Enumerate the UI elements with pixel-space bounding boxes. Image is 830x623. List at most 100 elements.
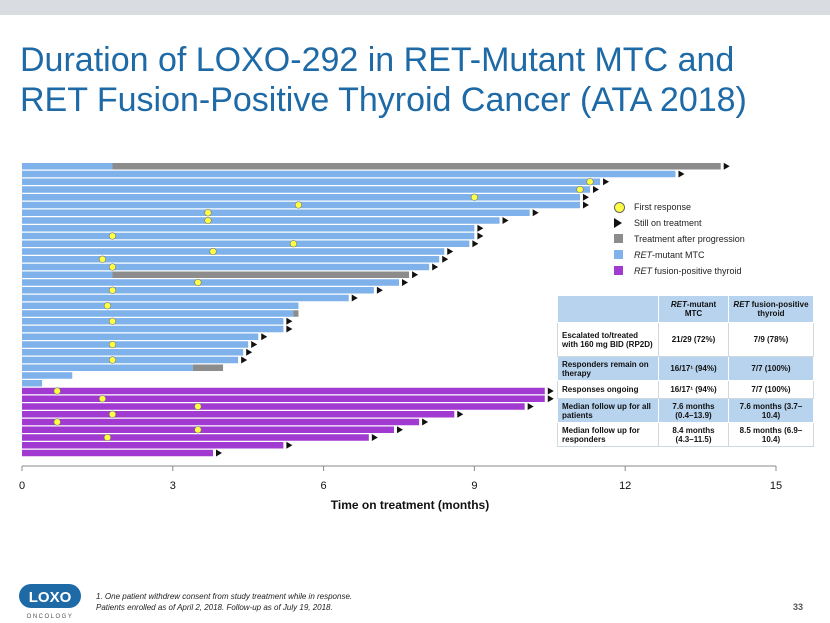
legend-still-on-treatment: Still on treatment — [612, 215, 782, 231]
x-tick-label: 9 — [471, 480, 477, 492]
patient-bar — [22, 310, 294, 317]
cell-fusion: 8.5 months (6.9–10.4) — [727, 422, 815, 447]
company-logo: LOXO ONCOLOGY — [19, 584, 81, 620]
patient-bar — [22, 170, 676, 178]
patient-bar — [22, 341, 249, 348]
still-on-treatment-marker — [396, 426, 403, 434]
progression-segment — [293, 310, 299, 317]
triangle-icon — [614, 218, 622, 228]
table-header-fusion: RET fusion-positive thyroid — [727, 295, 815, 323]
still-on-treatment-marker — [447, 248, 454, 255]
still-on-treatment-marker — [442, 255, 449, 263]
still-on-treatment-marker — [582, 193, 589, 201]
row-label: Escalated to/treated with 160 mg BID (RP… — [557, 322, 659, 357]
first-response-marker — [103, 302, 112, 310]
header-italic: RET — [733, 300, 750, 309]
cell-fusion: 7/7 (100%) — [727, 380, 815, 399]
cell-mtc: 8.4 months (4.3–11.5) — [658, 422, 729, 447]
ticks-layer: 0 3 6 9 12 15 — [19, 466, 782, 492]
patient-bar — [22, 434, 369, 441]
still-on-treatment-marker — [457, 410, 464, 418]
patient-bar — [22, 333, 259, 340]
first-response-marker — [194, 426, 202, 434]
patient-bar — [22, 271, 113, 278]
patient-bar — [22, 372, 73, 379]
legend-label: -mutant MTC — [652, 250, 705, 260]
x-tick-label: 12 — [619, 480, 631, 492]
progression-segment — [112, 163, 721, 170]
table-header-mtc: RET-mutant MTC — [658, 295, 729, 323]
square-icon — [614, 266, 623, 275]
cell-fusion: 7/9 (78%) — [727, 322, 815, 357]
patient-bar — [22, 426, 394, 433]
header-italic: RET — [670, 300, 687, 309]
x-tick-label: 0 — [19, 480, 25, 492]
table-header-row: RET-mutant MTC RET fusion-positive thyro… — [557, 295, 815, 323]
legend-label: First response — [634, 202, 692, 212]
row-label: Responders remain on therapy — [557, 356, 659, 381]
still-on-treatment-marker — [286, 441, 293, 449]
patient-bar — [22, 380, 43, 387]
still-on-treatment-marker — [502, 217, 509, 224]
cell-mtc: 16/17¹ (94%) — [658, 380, 729, 399]
still-on-treatment-marker — [286, 317, 293, 325]
first-response-marker — [194, 402, 202, 411]
square-icon — [614, 234, 623, 243]
logo-pill — [19, 584, 81, 608]
table-row: Responses ongoing 16/17¹ (94%) 7/7 (100%… — [557, 380, 815, 399]
patient-bar — [22, 186, 591, 193]
header-text: fusion-positive thyroid — [749, 300, 809, 318]
still-on-treatment-marker — [527, 403, 534, 410]
footnote-line: Patients enrolled as of April 2, 2018. F… — [96, 603, 333, 612]
patient-bar — [22, 411, 455, 418]
still-on-treatment-marker — [216, 449, 223, 457]
patient-bar — [22, 418, 420, 426]
first-response-marker — [108, 263, 117, 271]
first-response-marker — [108, 317, 117, 325]
still-on-treatment-marker — [723, 162, 730, 170]
first-response-marker — [576, 185, 584, 194]
patient-bar — [22, 248, 445, 255]
still-on-treatment-marker — [678, 170, 685, 178]
legend-ret-fusion: RET fusion-positive thyroid — [612, 263, 782, 279]
still-on-treatment-marker — [246, 348, 253, 356]
still-on-treatment-marker — [286, 325, 293, 333]
table-row: Median follow up for responders 8.4 mont… — [557, 422, 815, 447]
patient-bar — [22, 325, 284, 333]
patient-bar — [22, 194, 580, 201]
patient-bar — [22, 449, 214, 457]
row-label: Responses ongoing — [557, 380, 659, 399]
first-response-marker — [103, 433, 112, 442]
slide-title: Duration of LOXO-292 in RET-Mutant MTC a… — [20, 41, 747, 119]
still-on-treatment-marker — [402, 279, 408, 286]
patient-bar — [22, 163, 113, 170]
patient-bar — [22, 287, 374, 294]
results-table: RET-mutant MTC RET fusion-positive thyro… — [557, 295, 815, 447]
table-corner — [557, 295, 659, 323]
patient-bar — [22, 387, 545, 395]
cell-fusion: 7/7 (100%) — [727, 356, 815, 381]
x-tick-label: 3 — [170, 480, 176, 492]
first-response-marker — [108, 232, 117, 240]
patient-bar — [22, 318, 284, 325]
patient-bar — [22, 364, 193, 371]
first-response-marker — [204, 216, 212, 225]
patient-bar — [22, 256, 440, 263]
progression-segment — [192, 364, 224, 371]
circle-icon — [614, 202, 625, 213]
cell-mtc: 7.6 months (0.4–13.9) — [658, 398, 729, 423]
footnote-line: 1. One patient withdrew consent from stu… — [96, 592, 353, 601]
still-on-treatment-marker — [241, 356, 248, 364]
still-on-treatment-marker — [477, 232, 484, 240]
still-on-treatment-marker — [371, 434, 378, 441]
patient-bar — [22, 349, 244, 356]
first-response-marker — [470, 193, 479, 201]
patient-bar — [22, 217, 500, 224]
legend-label: fusion-positive thyroid — [652, 266, 742, 276]
x-tick-label: 6 — [321, 480, 327, 492]
still-on-treatment-marker — [251, 341, 258, 348]
patient-bar — [22, 302, 299, 309]
patient-bar — [22, 442, 284, 449]
first-response-marker — [194, 278, 202, 287]
